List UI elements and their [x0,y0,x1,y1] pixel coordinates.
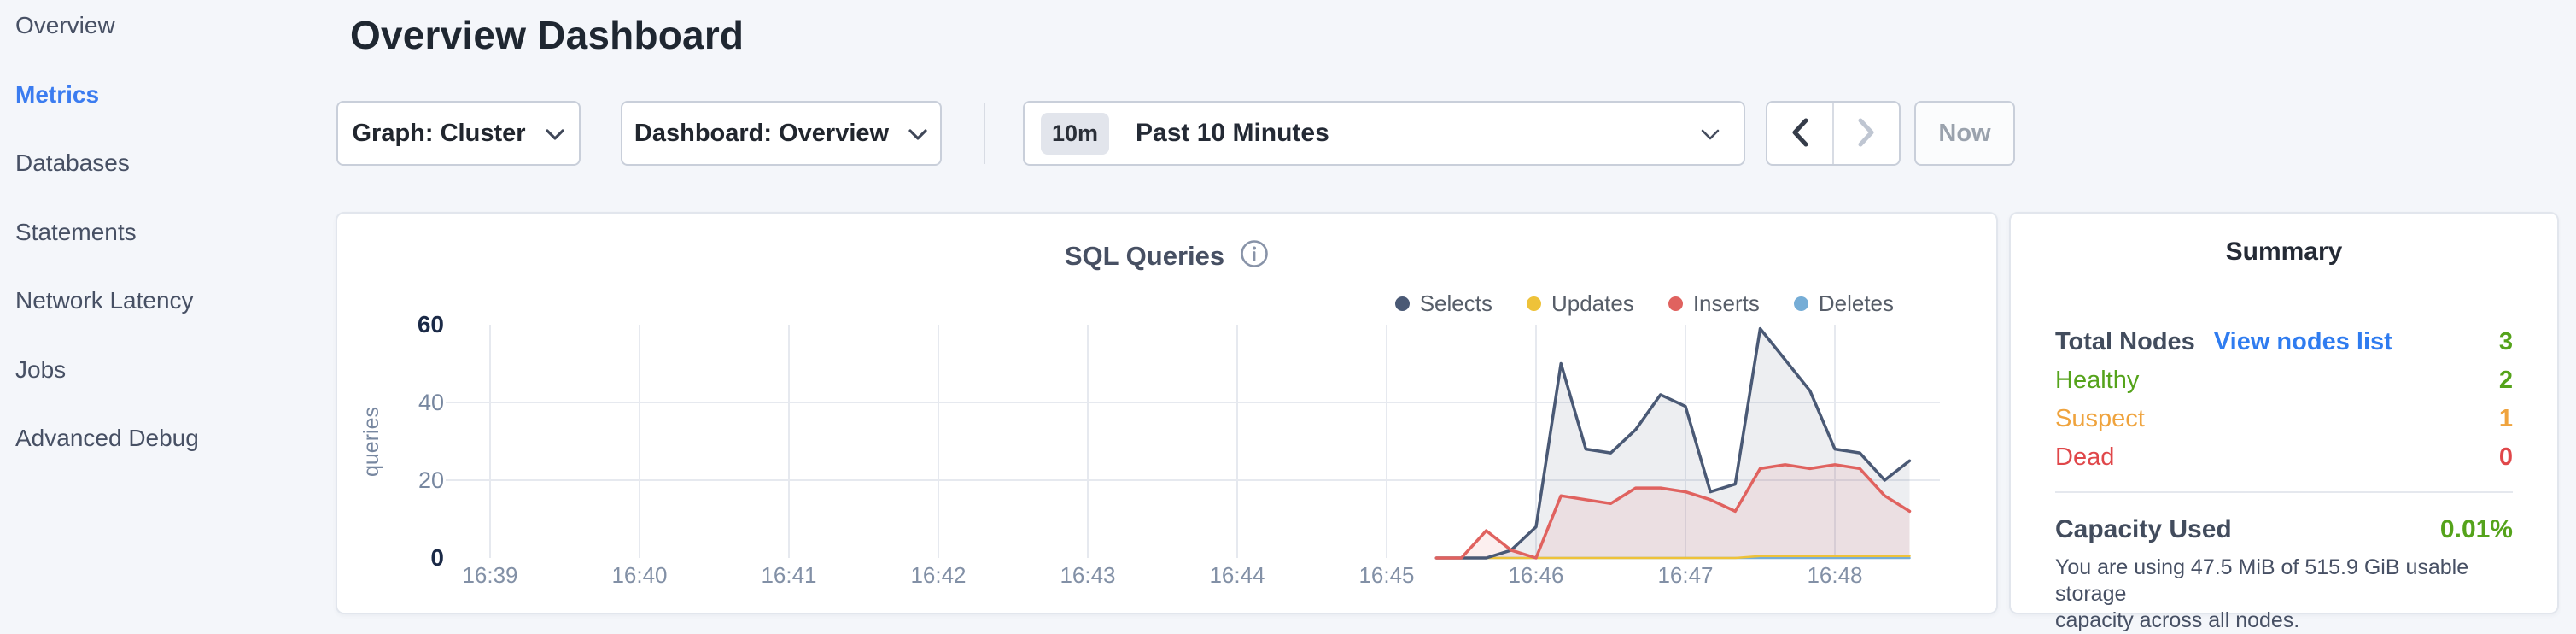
sidebar-item-metrics[interactable]: Metrics [15,80,100,108]
svg-text:16:46: 16:46 [1508,562,1563,588]
summary-row-label: Total Nodes [2055,328,2195,355]
chart-title: SQL Queries [1064,240,1225,271]
summary-row-value: 2 [2498,367,2513,394]
view-nodes-list-link[interactable]: View nodes list [2213,328,2392,355]
chart-legend: Selects Updates Inserts Deletes [1394,291,1894,317]
svg-text:60: 60 [418,311,444,338]
svg-text:0: 0 [430,544,444,571]
svg-text:16:41: 16:41 [761,562,816,588]
summary-rows: Total Nodes View nodes list 3 Healthy 2 Suspe… [2055,327,2513,481]
time-step-buttons [1766,101,1901,166]
sidebar-item-advanced-debug[interactable]: Advanced Debug [15,425,199,451]
svg-text:16:45: 16:45 [1358,562,1414,588]
info-icon[interactable] [1240,239,1269,273]
time-next-button[interactable] [1834,103,1899,164]
summary-row-total-nodes: Total Nodes View nodes list 3 [2055,327,2513,366]
summary-row-label: Suspect [2055,405,2145,432]
chevron-down-icon [1701,120,1720,148]
svg-text:16:47: 16:47 [1657,562,1713,588]
sidebar-item-network-latency[interactable]: Network Latency [15,287,194,314]
sidebar-nav-list: Overview Metrics Databases Statements Networ… [15,13,199,495]
svg-text:queries: queries [359,407,383,477]
capacity-row: Capacity Used 0.01% [2055,514,2513,545]
chart-header: SQL Queries [337,239,1996,273]
summary-row-dead: Dead 0 [2055,443,2513,481]
sidebar-item-jobs[interactable]: Jobs [15,355,67,383]
summary-row-value: 0 [2498,443,2513,471]
svg-text:16:43: 16:43 [1060,562,1115,588]
capacity-description: You are using 47.5 MiB of 515.9 GiB usab… [2055,555,2469,632]
legend-item-deletes[interactable]: Deletes [1793,291,1894,317]
controls-divider [984,103,985,164]
sidebar-item-databases[interactable]: Databases [15,150,130,176]
legend-dot-icon [1526,296,1541,311]
time-range-label: Past 10 Minutes [1136,119,1329,147]
summary-row-value: 3 [2498,328,2513,355]
svg-text:40: 40 [418,390,444,415]
graph-dropdown-label: Graph: Cluster [352,119,526,147]
summary-card: Summary Total Nodes View nodes list 3 Healt… [2009,212,2559,632]
page-title: Overview Dashboard [350,13,745,57]
dashboard-dropdown-label: Dashboard: Overview [634,119,890,147]
chevron-down-icon [908,120,928,148]
svg-text:16:44: 16:44 [1209,562,1265,588]
legend-item-selects[interactable]: Selects [1394,291,1492,317]
time-range-selector[interactable]: 10m Past 10 Minutes [1023,101,1745,166]
svg-text:20: 20 [418,467,444,493]
legend-dot-icon [1668,296,1683,311]
legend-dot-icon [1394,296,1410,311]
legend-label: Selects [1419,291,1492,316]
time-prev-button[interactable] [1767,103,1834,164]
capacity-value: 0.01% [2439,515,2513,543]
summary-row-healthy: Healthy 2 [2055,366,2513,404]
summary-row-label: Dead [2055,443,2115,471]
summary-title: Summary [2225,238,2343,266]
svg-text:16:40: 16:40 [611,562,667,588]
sidebar: Overview Metrics Databases Statements Networ… [0,0,335,624]
legend-label: Deletes [1818,291,1894,316]
legend-dot-icon [1793,296,1808,311]
now-button[interactable]: Now [1914,101,2015,166]
time-range-badge: 10m [1041,112,1110,155]
legend-item-updates[interactable]: Updates [1526,291,1634,317]
chevron-down-icon [545,120,565,148]
legend-item-inserts[interactable]: Inserts [1668,291,1760,317]
chevron-left-icon [1790,118,1809,150]
sql-queries-chart[interactable]: 16:39 16:40 16:41 16:42 16:43 16:44 16:45 16:46… [337,214,2000,613]
capacity-label: Capacity Used [2055,515,2232,543]
dashboard-dropdown[interactable]: Dashboard: Overview [621,101,942,166]
svg-text:16:39: 16:39 [462,562,517,588]
sidebar-item-statements[interactable]: Statements [15,218,137,245]
legend-label: Inserts [1692,291,1760,316]
svg-text:16:48: 16:48 [1807,562,1862,588]
legend-label: Updates [1551,291,1634,316]
summary-divider [2055,491,2513,493]
summary-row-suspect: Suspect 1 [2055,404,2513,443]
summary-row-value: 1 [2498,405,2513,432]
sidebar-item-overview[interactable]: Overview [15,12,115,38]
summary-row-label: Healthy [2055,367,2140,394]
chevron-right-icon [1857,118,1876,150]
svg-text:16:42: 16:42 [910,562,966,588]
graph-dropdown[interactable]: Graph: Cluster [336,101,581,166]
chart-card: SQL Queries Selects Updates Inserts Deletes… [336,212,1998,614]
